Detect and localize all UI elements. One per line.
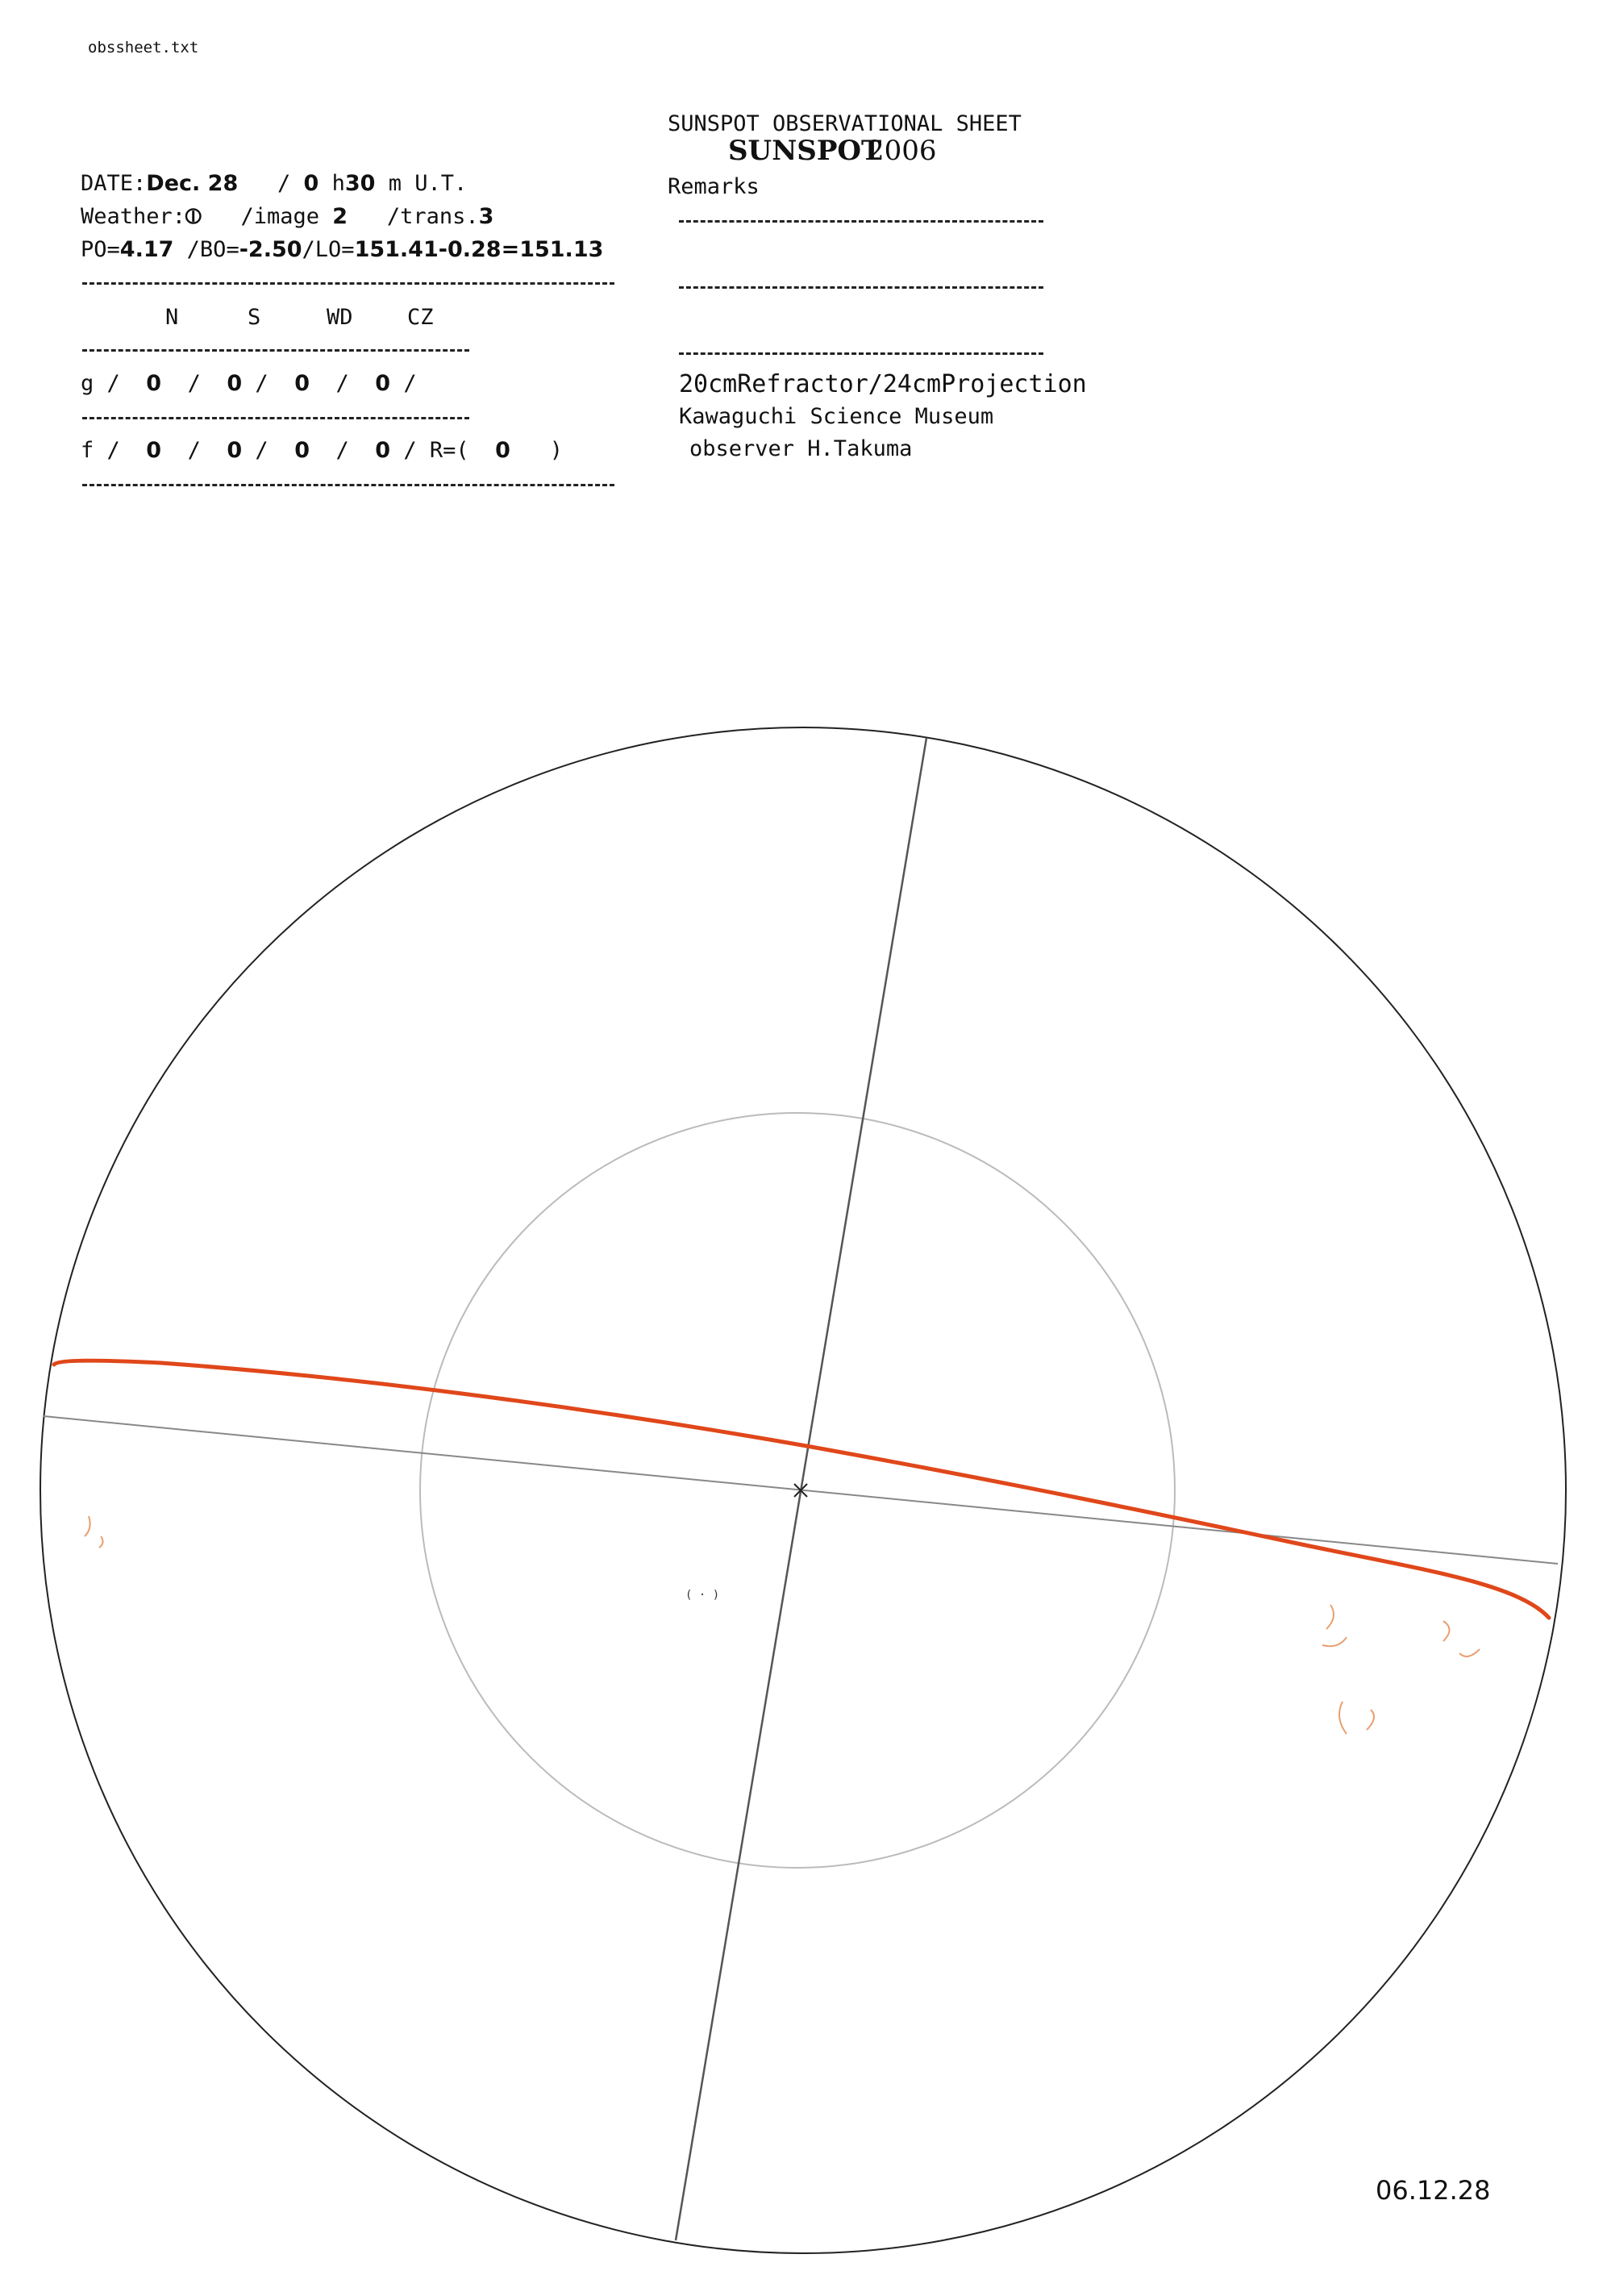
f-cz: 0	[375, 438, 391, 463]
date-stamp: 06.12.28	[1376, 2175, 1491, 2206]
image-label: /image	[240, 204, 319, 229]
file-name: obssheet.txt	[88, 39, 199, 56]
weather-value: ⦶	[185, 204, 202, 229]
site-info: Kawaguchi Science Museum	[679, 404, 994, 429]
horizon-marker-line	[52, 1358, 1551, 1620]
remarks-line	[679, 220, 1043, 223]
ephemeris-row: PO=4.17 /BO=-2.50/LO=151.41-0.28=151.13	[81, 239, 603, 260]
sheet-subtitle: SUNSPOT	[728, 135, 882, 167]
f-s: 0	[227, 438, 243, 463]
trans-label: /trans.	[386, 204, 479, 229]
g-n: 0	[146, 371, 162, 396]
lo-label: /LO=	[302, 237, 355, 262]
header-cz: CZ	[407, 305, 434, 330]
bo-label: /BO=	[186, 237, 239, 262]
header-n: N	[165, 305, 179, 330]
f-n: 0	[146, 438, 162, 463]
small-mark: ( · )	[685, 1589, 719, 1602]
g-cz: 0	[375, 371, 391, 396]
hours-unit: h	[331, 171, 345, 196]
center-cross	[793, 1483, 808, 1498]
po-label: PO=	[81, 237, 120, 262]
g-s: 0	[227, 371, 243, 396]
f-row: f / 0 / 0 / 0 / 0 / R=( 0 )	[81, 438, 563, 463]
remarks-line	[679, 286, 1043, 289]
weather-row: Weather:⦶ /image 2 /trans.3	[81, 206, 493, 227]
time-minutes: 30	[344, 171, 376, 196]
sketch-marks	[84, 1515, 1480, 1735]
time-hours: 0	[303, 171, 319, 196]
r-value: 0	[495, 438, 510, 463]
g-label: g	[81, 371, 94, 396]
observer-info: observer H.Takuma	[689, 436, 913, 461]
header-s: S	[248, 305, 261, 330]
g-row: g / 0 / 0 / 0 / 0 /	[81, 371, 417, 396]
po-value: 4.17	[119, 237, 174, 262]
f-label: f	[81, 438, 94, 463]
remarks-line	[679, 352, 1043, 355]
remarks-label: Remarks	[668, 174, 760, 199]
lo-value: 151.41-0.28=151.13	[354, 237, 604, 262]
sheet-year: 2006	[867, 135, 937, 167]
header-wd: WD	[327, 305, 353, 330]
inner-reference-circle	[419, 1112, 1176, 1869]
date-row: DATE:Dec. 28 / 0 h30 m U.T.	[81, 171, 468, 196]
divider	[82, 417, 469, 419]
bo-value: -2.50	[239, 237, 302, 262]
r-close: )	[549, 438, 563, 463]
solar-limb	[40, 727, 1567, 2254]
minutes-unit: m	[388, 171, 402, 196]
date-label: DATE:	[81, 171, 147, 196]
divider	[82, 484, 614, 486]
trans-value: 3	[478, 204, 494, 229]
g-wd: 0	[294, 371, 310, 396]
f-wd: 0	[294, 438, 310, 463]
date-value: Dec. 28	[146, 171, 239, 196]
sheet-title: SUNSPOT OBSERVATIONAL SHEET	[668, 111, 1022, 136]
time-suffix: U.T.	[414, 171, 468, 196]
image-value: 2	[332, 204, 348, 229]
weather-label: Weather:	[81, 204, 186, 229]
telescope-info: 20cmRefractor/24cmProjection	[679, 370, 1087, 398]
divider	[82, 349, 469, 352]
r-label: R=(	[429, 438, 469, 463]
divider	[82, 282, 614, 285]
